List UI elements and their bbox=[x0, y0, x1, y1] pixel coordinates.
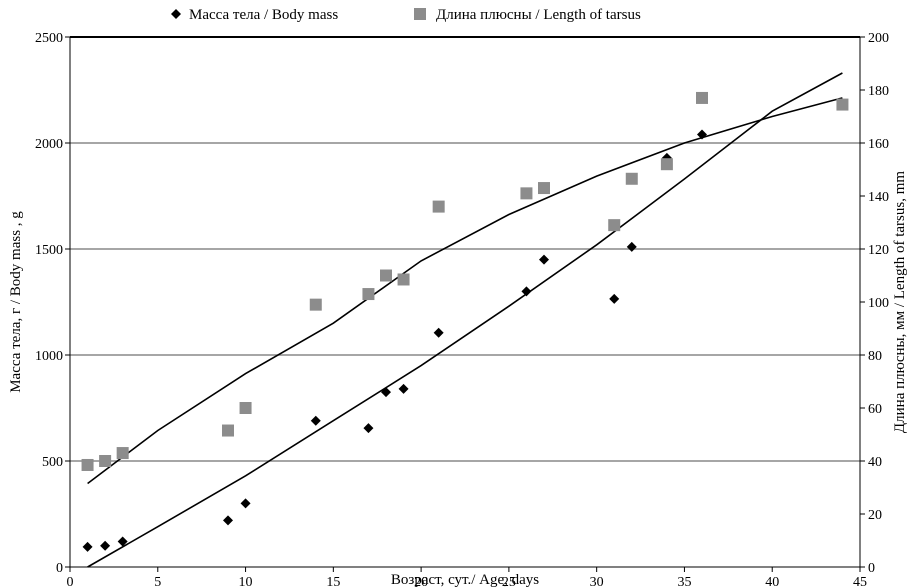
grid-lines bbox=[70, 36, 860, 462]
body-mass-point bbox=[223, 515, 233, 526]
trend-line bbox=[87, 97, 843, 485]
y-axis-right-label: Длина плюсны, мм / Length of tarsus, mm bbox=[892, 171, 908, 433]
tarsus-length-point bbox=[116, 447, 129, 460]
body-mass-point bbox=[100, 540, 111, 551]
body-mass-point bbox=[117, 536, 128, 547]
tarsus-length-point bbox=[625, 172, 638, 185]
tarsus-length-point bbox=[309, 298, 322, 311]
tarsus-length-point bbox=[362, 288, 375, 301]
body-mass-point bbox=[363, 423, 374, 434]
y-right-tick-label: 140 bbox=[868, 190, 889, 205]
x-tick-label: 5 bbox=[154, 575, 161, 588]
tarsus-length-point bbox=[696, 91, 708, 104]
legend: Масса тела / Body mass Длина плюсны / Len… bbox=[171, 7, 641, 23]
axes: 0 5 10 15 20 25 30 35 40 450500100015002000250002… bbox=[35, 31, 889, 588]
x-tick-label: 40 bbox=[765, 575, 779, 588]
legend-label-tarsus: Длина плюсны / Length of tarsus bbox=[436, 7, 641, 23]
legend-diamond-marker bbox=[171, 9, 181, 19]
y-right-tick-label: 200 bbox=[868, 31, 889, 46]
tarsus-length-point bbox=[432, 200, 445, 213]
body-mass-point bbox=[433, 327, 444, 338]
y-left-tick-label: 2000 bbox=[35, 137, 63, 152]
y-left-tick-label: 1000 bbox=[35, 349, 63, 364]
body-mass-point bbox=[539, 254, 549, 265]
tarsus-length-point bbox=[239, 402, 252, 414]
plot-area-frame bbox=[69, 36, 861, 568]
body-mass-point bbox=[609, 293, 620, 304]
x-tick-label: 15 bbox=[326, 575, 340, 588]
body-mass-point bbox=[381, 387, 391, 398]
x-tick-label: 30 bbox=[590, 575, 604, 588]
body-mass-point bbox=[626, 241, 637, 252]
x-axis-label: Возраст, сут./ Age, days bbox=[391, 572, 539, 588]
body-mass-point bbox=[697, 129, 707, 140]
y-left-tick-label: 0 bbox=[56, 561, 63, 576]
tarsus-length-point bbox=[538, 182, 550, 195]
y-right-tick-label: 180 bbox=[868, 84, 889, 99]
tarsus-length-point bbox=[520, 187, 533, 200]
tarsus-length-point bbox=[397, 273, 410, 286]
body-mass-point bbox=[398, 383, 409, 394]
tarsus-length-point bbox=[99, 455, 112, 467]
y-right-tick-label: 40 bbox=[868, 455, 882, 470]
x-tick-label: 20 bbox=[414, 575, 428, 588]
y-right-tick-label: 100 bbox=[868, 296, 889, 311]
tarsus-length-point bbox=[660, 158, 673, 171]
y-right-tick-label: 60 bbox=[868, 402, 882, 417]
y-axis-left-label: Масса тела, г / Body mass , g bbox=[8, 211, 24, 393]
y-right-tick-label: 80 bbox=[868, 349, 882, 364]
x-tick-label: 10 bbox=[239, 575, 253, 588]
y-right-tick-label: 160 bbox=[868, 137, 889, 152]
tarsus-length-point bbox=[81, 458, 94, 471]
tarsus-length-point bbox=[222, 424, 234, 437]
body-mass-point bbox=[310, 415, 321, 426]
body-mass-point bbox=[82, 541, 93, 552]
trend-lines bbox=[87, 72, 843, 568]
y-right-tick-label: 20 bbox=[868, 508, 882, 523]
y-left-tick-label: 500 bbox=[42, 455, 63, 470]
data-markers bbox=[81, 91, 849, 552]
y-left-tick-label: 2500 bbox=[35, 31, 63, 46]
body-mass-point bbox=[521, 286, 532, 297]
y-right-tick-label: 120 bbox=[868, 243, 889, 258]
x-tick-label: 25 bbox=[502, 575, 516, 588]
trend-line bbox=[87, 72, 843, 568]
x-tick-label: 35 bbox=[677, 575, 691, 588]
legend-square-marker bbox=[414, 8, 426, 20]
y-left-tick-label: 1500 bbox=[35, 243, 63, 258]
body-mass-point bbox=[240, 498, 251, 509]
legend-label-body-mass: Масса тела / Body mass bbox=[189, 7, 338, 23]
x-tick-label: 0 bbox=[67, 575, 74, 588]
x-tick-label: 45 bbox=[853, 575, 867, 588]
y-right-tick-label: 0 bbox=[868, 561, 875, 576]
tarsus-length-point bbox=[836, 98, 849, 111]
tarsus-length-point bbox=[380, 269, 392, 282]
tarsus-length-point bbox=[608, 219, 621, 232]
